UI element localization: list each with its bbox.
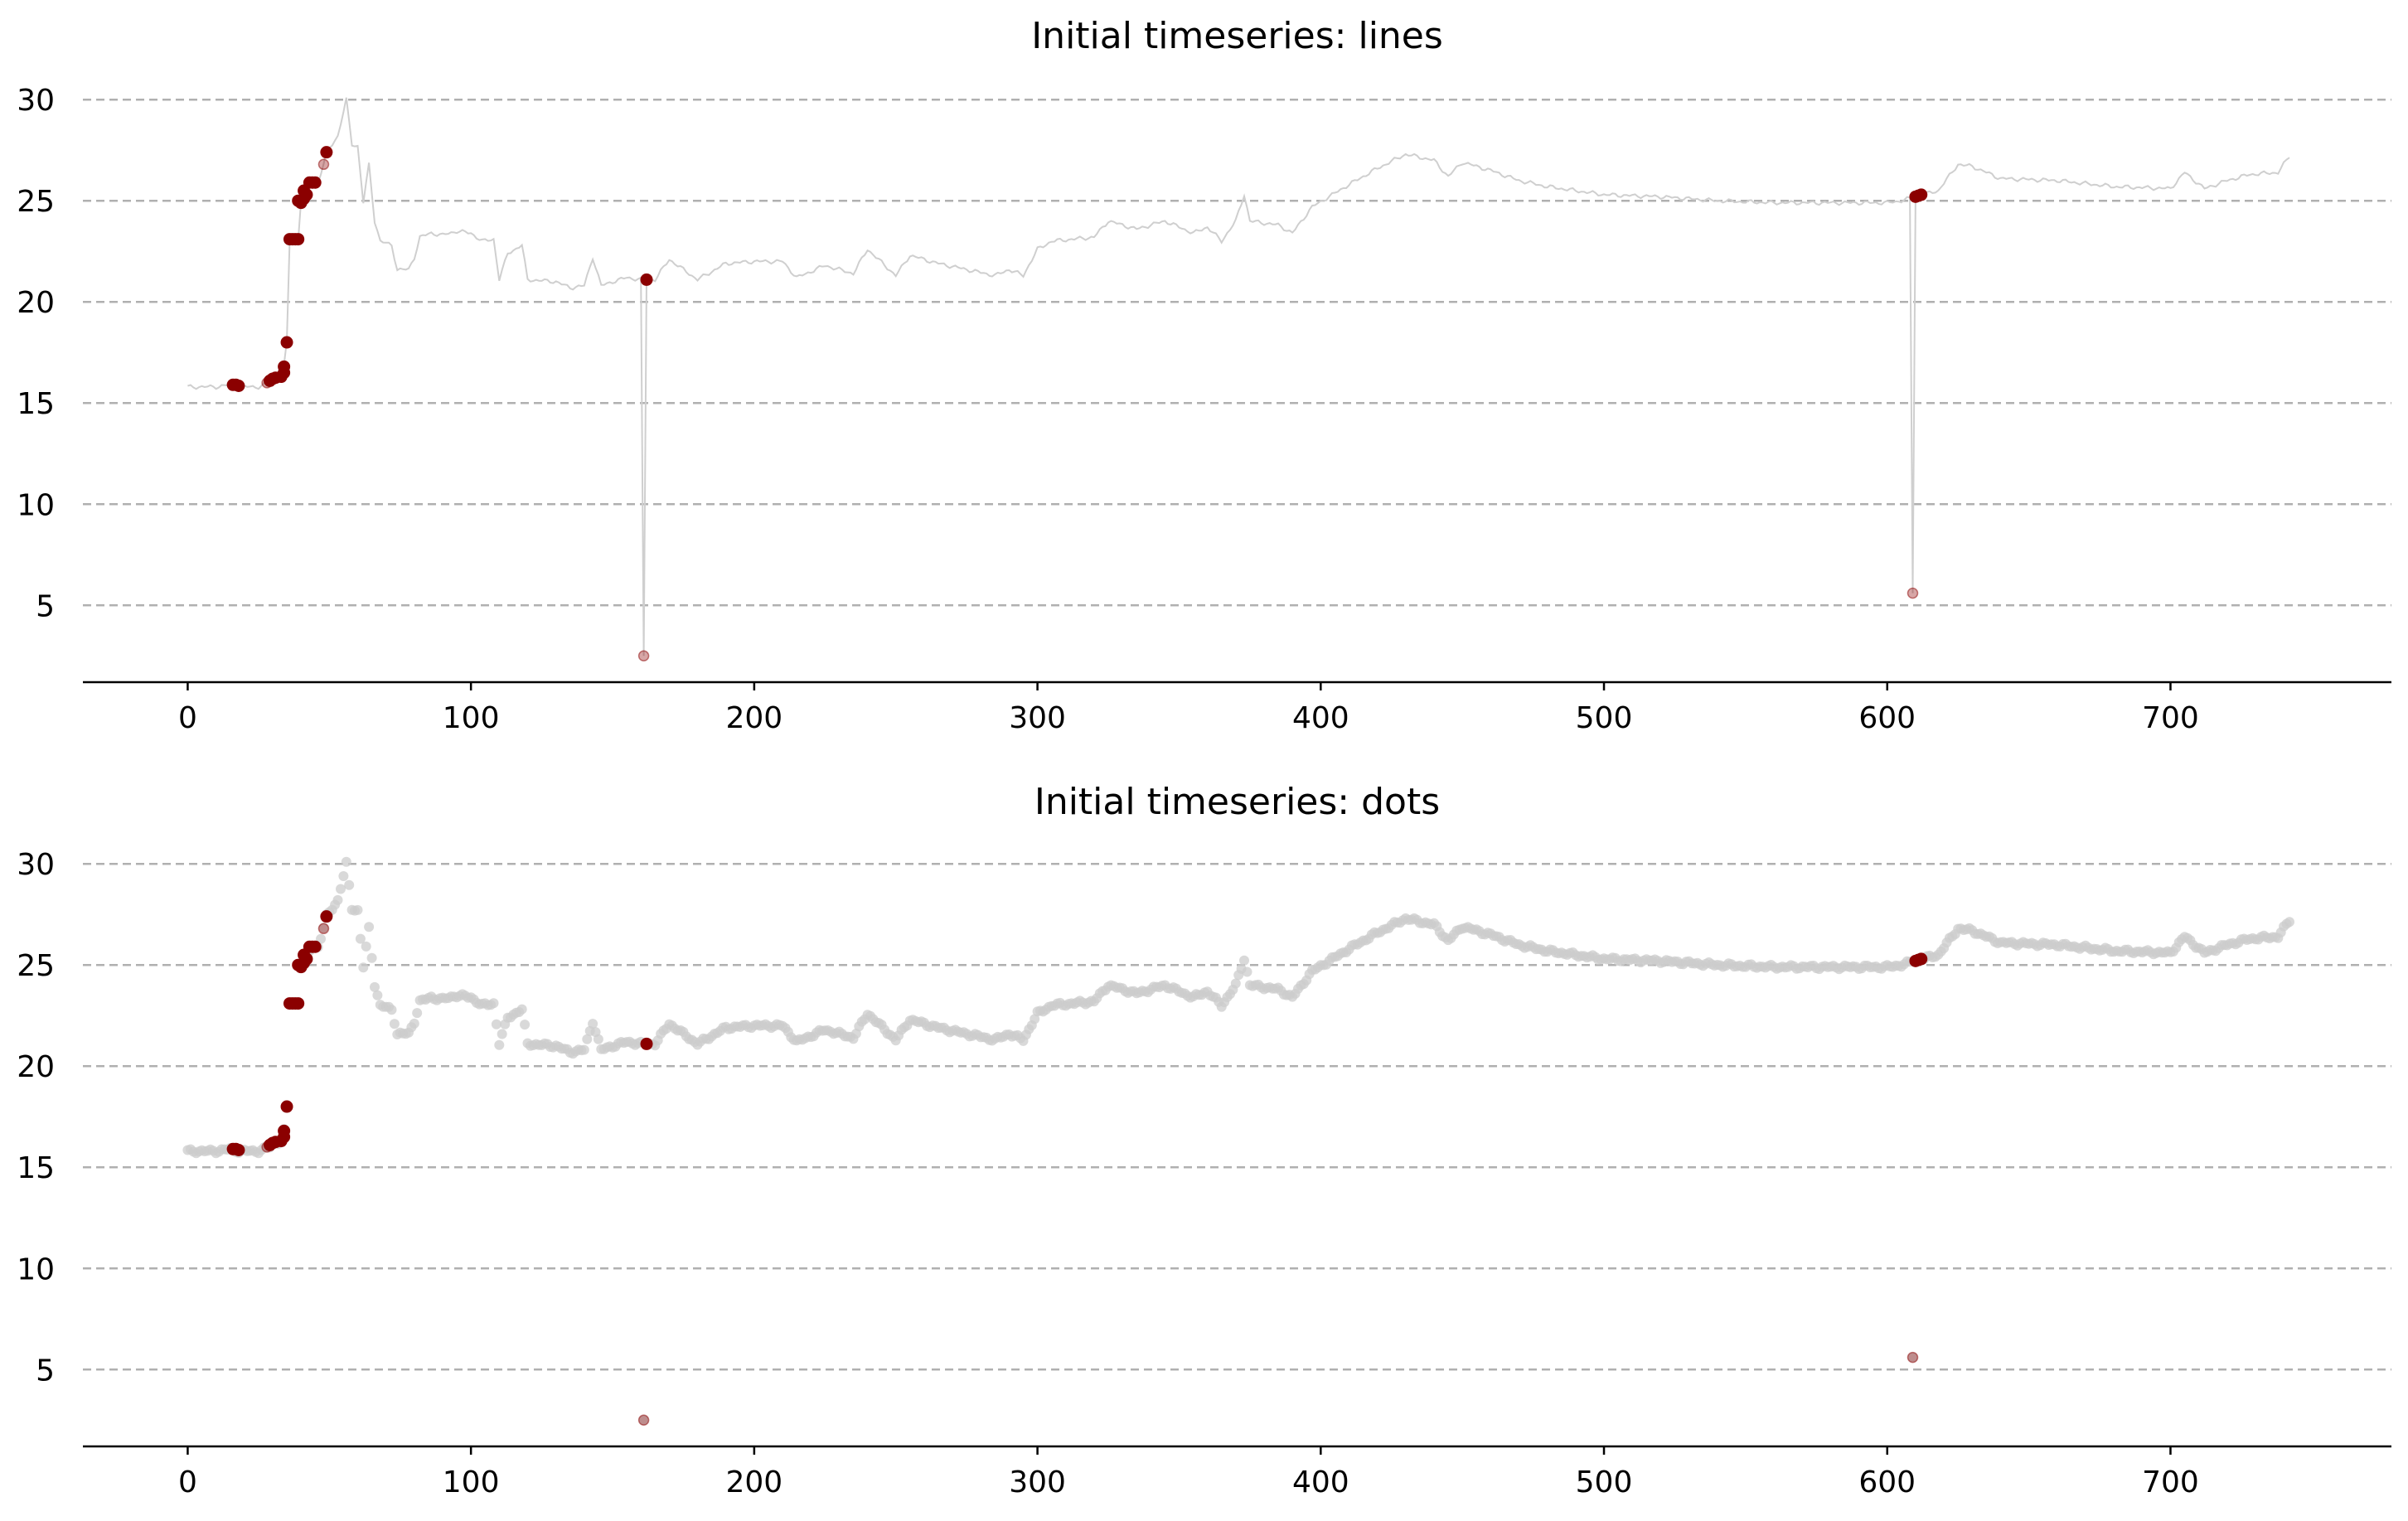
- x-tick-label: 700: [2142, 701, 2199, 735]
- chart-title: Initial timeseries: lines: [1031, 15, 1443, 57]
- highlight-point: [278, 360, 291, 373]
- highlight-point: [308, 176, 322, 189]
- y-tick-label: 20: [17, 1050, 55, 1084]
- y-tick-label: 15: [17, 387, 55, 421]
- highlight-point: [300, 188, 313, 201]
- highlight-point: [278, 1124, 291, 1137]
- highlight-point: [280, 1100, 293, 1113]
- y-tick-label: 30: [17, 84, 55, 118]
- highlight-point-faint: [1907, 1351, 1919, 1364]
- x-tick-label: 600: [1858, 701, 1916, 735]
- data-point: [338, 871, 349, 881]
- highlight-point: [232, 380, 245, 392]
- x-tick-label: 0: [178, 1465, 197, 1499]
- data-point: [341, 856, 351, 867]
- highlight-point-faint: [637, 650, 650, 662]
- x-tick-label: 0: [178, 701, 197, 735]
- data-point: [1907, 1352, 1918, 1363]
- data-point: [494, 1039, 505, 1050]
- y-tick-label: 10: [17, 488, 55, 522]
- data-point: [488, 998, 499, 1009]
- data-point: [336, 884, 346, 894]
- highlight-point: [320, 910, 333, 923]
- data-point: [638, 1415, 649, 1426]
- data-point: [1239, 955, 1249, 966]
- y-tick-label: 25: [17, 949, 55, 983]
- highlight-point: [292, 233, 305, 246]
- x-tick-label: 100: [443, 701, 500, 735]
- data-point: [366, 952, 377, 963]
- highlight-point-faint: [1907, 587, 1919, 599]
- data-point: [364, 922, 375, 932]
- data-point: [361, 941, 371, 952]
- highlight-point-faint: [317, 158, 330, 171]
- data-point: [579, 1044, 589, 1055]
- data-point: [2284, 917, 2294, 928]
- data-point: [318, 923, 329, 933]
- data-point: [516, 1004, 527, 1015]
- highlight-point: [232, 1144, 245, 1156]
- data-point: [491, 1019, 501, 1029]
- data-point: [588, 1019, 598, 1029]
- x-tick-label: 300: [1009, 1465, 1066, 1499]
- series-layer: [182, 856, 2294, 1426]
- series-line: [187, 97, 2290, 656]
- data-point: [409, 1018, 419, 1029]
- x-tick-label: 100: [443, 1465, 500, 1499]
- data-point: [332, 894, 343, 905]
- chart-title: Initial timeseries: dots: [1034, 781, 1440, 823]
- y-tick-label: 25: [17, 185, 55, 219]
- x-tick-label: 400: [1292, 701, 1349, 735]
- y-tick-label: 15: [17, 1151, 55, 1185]
- y-tick-label: 30: [17, 848, 55, 882]
- series-layer: [187, 97, 2290, 656]
- highlight-point-faint: [317, 923, 330, 935]
- x-tick-label: 200: [726, 1465, 783, 1499]
- x-tick-label: 300: [1009, 701, 1066, 735]
- data-point: [344, 879, 355, 890]
- y-tick-label: 5: [36, 589, 55, 623]
- data-point: [1230, 978, 1241, 989]
- y-tick-label: 10: [17, 1252, 55, 1286]
- highlight-point: [640, 273, 653, 286]
- data-point: [352, 904, 363, 915]
- data-point: [582, 1034, 593, 1044]
- x-tick-label: 400: [1292, 1465, 1349, 1499]
- data-point: [355, 933, 366, 944]
- highlight-point: [1915, 188, 1928, 201]
- data-point: [389, 1019, 400, 1029]
- data-point: [372, 990, 383, 1000]
- highlight-point-faint: [637, 1414, 650, 1427]
- data-point: [370, 981, 380, 992]
- y-tick-label: 5: [36, 1354, 55, 1388]
- highlight-point: [300, 952, 313, 966]
- highlight-point: [320, 146, 333, 159]
- data-point: [1242, 966, 1252, 977]
- data-point: [386, 1005, 397, 1015]
- highlight-point: [280, 336, 293, 349]
- highlight-layer: [226, 146, 1928, 662]
- x-tick-label: 500: [1576, 1465, 1633, 1499]
- x-tick-label: 500: [1576, 701, 1633, 735]
- x-tick-label: 200: [726, 701, 783, 735]
- data-point: [497, 1029, 507, 1039]
- highlight-point: [1915, 952, 1928, 966]
- data-point: [412, 1008, 423, 1019]
- highlight-layer: [226, 910, 1928, 1427]
- data-point: [593, 1034, 603, 1044]
- data-point: [1030, 1014, 1040, 1024]
- x-tick-label: 700: [2142, 1465, 2199, 1499]
- highlight-point: [640, 1037, 653, 1050]
- highlight-point: [308, 940, 322, 953]
- highlight-point: [292, 997, 305, 1010]
- data-point: [358, 962, 369, 973]
- data-point: [520, 1020, 531, 1030]
- x-tick-label: 600: [1858, 1465, 1916, 1499]
- y-tick-label: 20: [17, 286, 55, 320]
